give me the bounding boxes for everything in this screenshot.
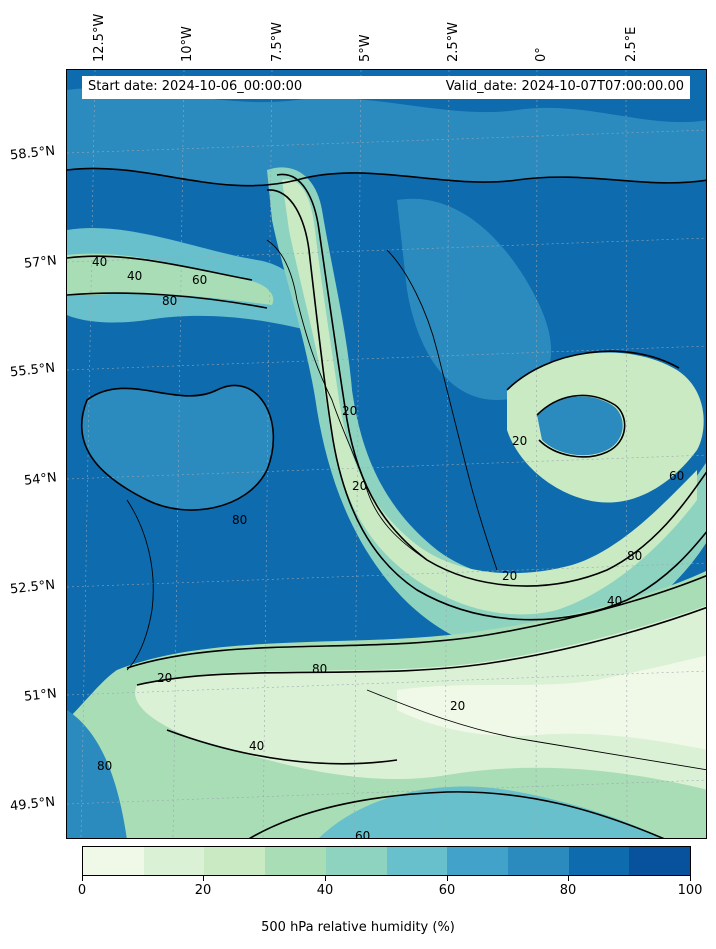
contour-label: 80: [232, 513, 247, 527]
contour-label-group: 40 40 60 80 80 20 20 20 20 40 60 80 80 2…: [92, 255, 684, 839]
colorbar-tick: [325, 876, 326, 881]
contour-label: 20: [157, 671, 172, 685]
contour-label: 20: [352, 479, 367, 493]
colorbar-tick: [447, 876, 448, 881]
contour-20-south: [136, 606, 706, 686]
contour-label: 80: [162, 294, 177, 308]
contour-label: 60: [669, 469, 684, 483]
colorbar: [82, 846, 691, 876]
valid-date-text: Valid_date: 2024-10-07T07:00:00.00: [445, 79, 684, 94]
contour-label: 40: [127, 269, 142, 283]
colorbar-tick-label: 20: [194, 883, 212, 898]
colorbar-tick: [203, 876, 204, 881]
contour-label: 80: [627, 549, 642, 563]
colorbar-tick-label: 60: [438, 883, 456, 898]
contour-label: 80: [97, 759, 112, 773]
contour-label: 20: [512, 434, 527, 448]
mid-humidity-patch-west: [81, 385, 274, 510]
colorbar-tick-label: 40: [316, 883, 334, 898]
contour-swirl-core: [536, 394, 626, 458]
lon-label-2-5e: 2.5°E: [624, 26, 639, 62]
humidity-contours: [67, 167, 706, 838]
colorbar-tick-label: 80: [559, 883, 577, 898]
lon-label-5w: 5°W: [358, 34, 373, 62]
contour-40-west: [67, 255, 253, 281]
colorbar-tick-label: 0: [77, 883, 87, 898]
colorbar-swatch: [143, 847, 205, 875]
lon-label-10w: 10°W: [180, 26, 195, 62]
colorbar-tick-label: 100: [677, 883, 703, 898]
colorbar-swatch: [629, 847, 691, 875]
lat-label-58-5n: 58.5°N: [9, 143, 56, 164]
contour-label: 40: [607, 594, 622, 608]
lon-label-0: 0°: [534, 47, 549, 62]
moist-core-swirl: [537, 396, 623, 456]
lat-label-57n: 57°N: [23, 253, 58, 272]
contour-label: 40: [249, 739, 264, 753]
contour-60-west: [67, 292, 268, 309]
mid-humidity-band-north: [67, 87, 706, 186]
graticule: [67, 70, 706, 838]
lon-label-7-5w: 7.5°W: [270, 21, 285, 62]
colorbar-swatch: [386, 847, 448, 875]
moist-patch-southwest: [67, 710, 127, 838]
contour-80-south: [126, 574, 706, 669]
colorbar-swatch: [265, 847, 326, 875]
contour-40-southwest: [166, 729, 398, 765]
coastline-ireland: [126, 499, 154, 671]
contour-label: 20: [450, 699, 465, 713]
contour-20-dryslot: [276, 173, 706, 587]
colorbar-tick: [568, 876, 569, 881]
colorbar-label: 500 hPa relative humidity (%): [261, 920, 455, 935]
contour-40-dryslot: [266, 189, 706, 621]
contour-label: 20: [342, 404, 357, 418]
mid-humidity-patch-north-sea: [397, 198, 552, 400]
lat-label-52-5n: 52.5°N: [9, 577, 56, 598]
lat-label-49-5n: 49.5°N: [9, 794, 56, 815]
colorbar-swatch: [83, 847, 144, 875]
contour-label: 40: [92, 255, 107, 269]
contour-label: 60: [355, 829, 370, 839]
colorbar-swatch: [507, 847, 569, 875]
colorbar-swatch: [568, 847, 630, 875]
lat-label-51n: 51°N: [23, 686, 58, 705]
colorbar-tick: [82, 876, 83, 881]
contour-80-north: [67, 167, 706, 187]
colorbar-swatch: [204, 847, 266, 875]
colorbar-swatch: [325, 847, 387, 875]
coastline-west-britain: [266, 239, 428, 561]
contour-40-bottom: [248, 791, 665, 838]
humidity-map: 40 40 60 80 80 20 20 20 20 40 60 80 80 2…: [66, 69, 707, 839]
humidity-field: 40 40 60 80 80 20 20 20 20 40 60 80 80 2…: [67, 70, 706, 839]
moist-band-south-edge: [319, 786, 663, 838]
contour-label: 60: [192, 273, 207, 287]
colorbar-tick: [690, 876, 691, 881]
coastline-france: [366, 689, 706, 771]
contour-80-west: [81, 384, 275, 511]
contour-label: 80: [312, 662, 327, 676]
very-dry-region: [397, 655, 706, 750]
coastline-east-britain: [386, 249, 498, 571]
dry-tongue-west: [67, 253, 274, 305]
lon-label-12-5w: 12.5°W: [92, 13, 107, 62]
start-date-text: Start date: 2024-10-06_00:00:00: [88, 79, 303, 94]
lat-label-54n: 54°N: [23, 470, 58, 489]
coastlines: [126, 239, 706, 771]
info-bar: Start date: 2024-10-06_00:00:00 Valid_da…: [82, 76, 690, 99]
contour-swirl-outer: [506, 350, 680, 391]
lon-label-2-5w: 2.5°W: [446, 21, 461, 62]
colorbar-swatch: [447, 847, 508, 875]
contour-label: 20: [502, 569, 517, 583]
lat-label-55-5n: 55.5°N: [9, 360, 56, 381]
